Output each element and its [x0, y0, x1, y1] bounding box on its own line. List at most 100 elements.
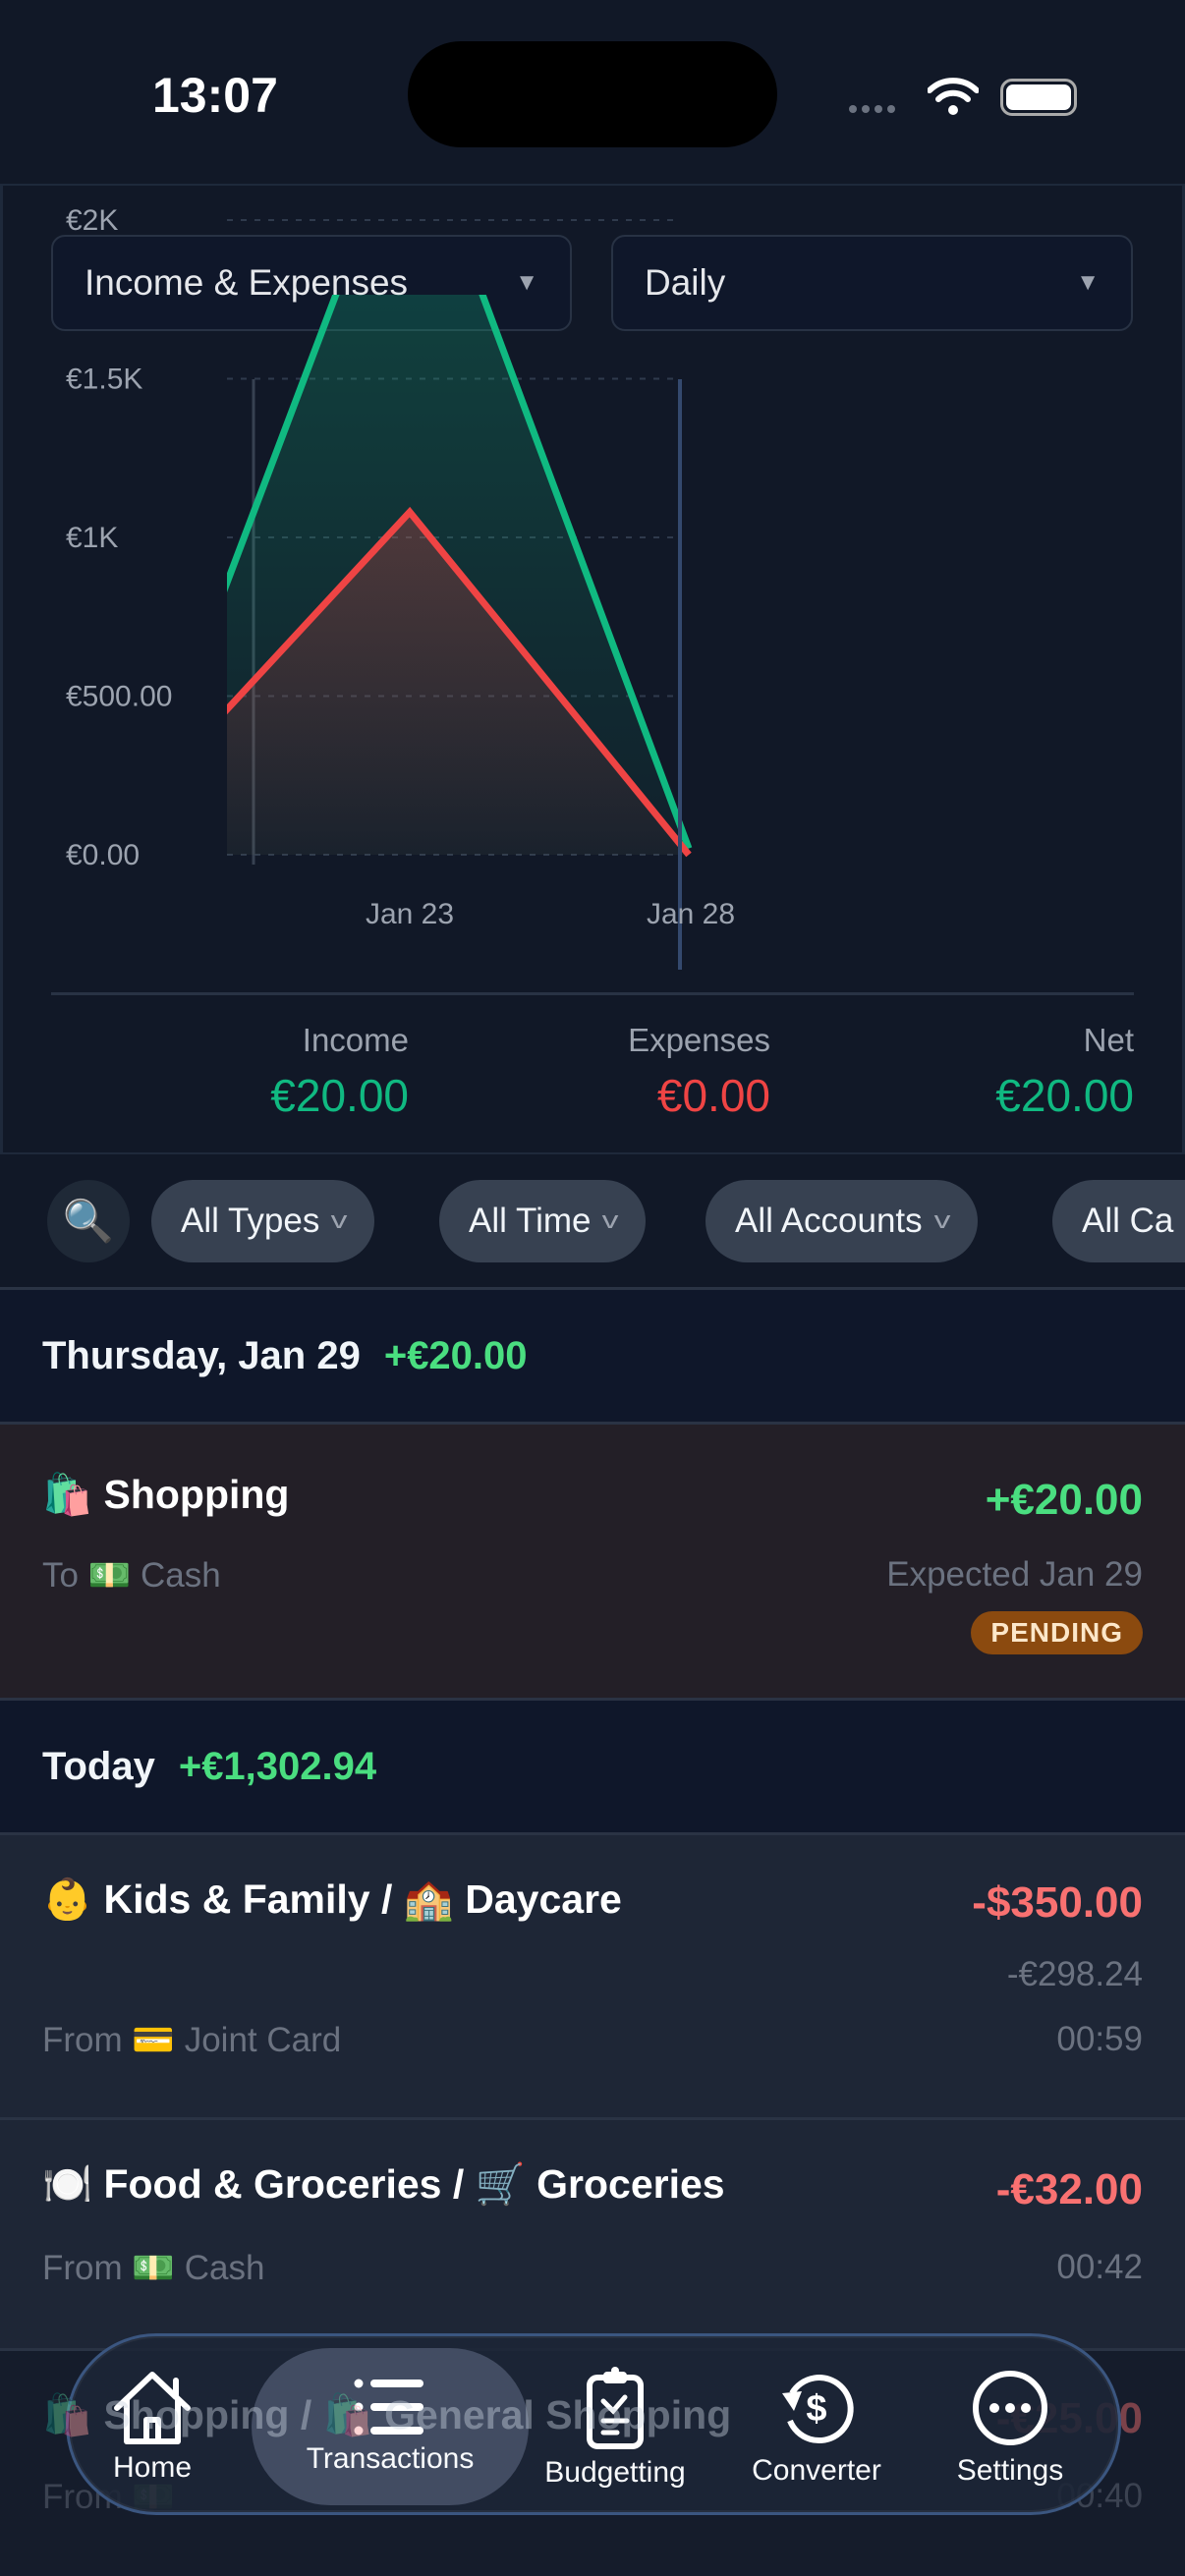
search-button[interactable]: 🔍 [47, 1180, 130, 1262]
divider [0, 1832, 1185, 1835]
tab-settings[interactable]: Settings [931, 2336, 1089, 2518]
transaction-title: Shopping [103, 1472, 290, 1517]
period-dropdown-label: Daily [645, 262, 726, 303]
transaction-time: 00:59 [1056, 2020, 1143, 2058]
chart-divider [51, 992, 1134, 995]
divider [0, 1422, 1185, 1425]
currency-exchange-icon: $ [782, 2374, 854, 2443]
tab-label: Home [112, 2450, 193, 2484]
shopping-cart-icon: 🛒 [475, 2161, 526, 2207]
baby-icon: 👶 [42, 1876, 93, 1922]
account-name: Cash [141, 1556, 221, 1595]
expenses-line [227, 506, 692, 858]
date-header: Thursday, Jan 29 +€20.00 [0, 1290, 1185, 1423]
category-name: Shopping / [103, 2392, 323, 2437]
tab-label: Transactions [306, 2442, 475, 2475]
divider [0, 2117, 1185, 2120]
chip-label: All Types [181, 1202, 320, 1240]
date-total: +€1,302.94 [178, 1745, 377, 1788]
subcategory-name: Daycare [465, 1876, 622, 1922]
caret-down-icon: ▼ [1076, 269, 1100, 296]
credit-card-icon: 💳 [132, 2021, 175, 2059]
status-time: 13:07 [152, 68, 278, 123]
battery-icon [1000, 79, 1077, 116]
category-name: Kids & Family / [103, 1876, 404, 1922]
category-name: Food & Groceries / [103, 2161, 476, 2207]
cash-icon: 💵 [132, 2249, 175, 2287]
y-tick-label: €1K [66, 522, 118, 554]
transaction-row[interactable]: 🛍️ Shopping +€20.00 To 💵 Cash Expected J… [0, 1425, 1185, 1699]
subcategory-name: General Shopping [384, 2392, 732, 2437]
filter-accounts[interactable]: All Accounts v [705, 1180, 978, 1262]
date-label: Thursday, Jan 29 [42, 1334, 361, 1377]
shopping-bags-icon: 🛍️ [42, 2392, 93, 2437]
chip-label: All Accounts [735, 1202, 923, 1240]
shopping-bags-icon: 🛍️ [322, 2392, 373, 2437]
metric-dropdown[interactable]: Income & Expenses ▼ [51, 235, 572, 331]
period-dropdown[interactable]: Daily ▼ [611, 235, 1133, 331]
svg-text:$: $ [806, 2388, 826, 2430]
plot-area [227, 295, 693, 858]
cellular-signal-icon [849, 105, 895, 113]
expenses-value: €0.00 [656, 1070, 770, 1121]
y-tick-label: €1.5K [66, 364, 142, 396]
list-icon [354, 2379, 423, 2436]
school-icon: 🏫 [403, 1876, 454, 1922]
clipboard-check-icon [587, 2366, 644, 2449]
chip-label: All Ca [1082, 1202, 1174, 1240]
dynamic-island [408, 41, 777, 147]
transaction-time: 00:42 [1056, 2248, 1143, 2286]
x-tick-label: Jan 28 [647, 898, 735, 930]
transaction-title-through-tabbar: 🛍️ Shopping / 🛍️ General Shopping [42, 2392, 731, 2439]
divider [0, 1287, 1185, 1290]
ellipsis-circle-icon [973, 2370, 1047, 2445]
tab-budgetting[interactable]: Budgetting [531, 2336, 700, 2518]
direction-label: To [42, 1556, 79, 1595]
magnifying-glass-icon: 🔍 [62, 1197, 115, 1244]
account-name: Cash [184, 2249, 265, 2287]
date-total: +€20.00 [383, 1334, 528, 1377]
transaction-amount: +€20.00 [985, 1476, 1143, 1524]
y-tick-label: €500.00 [66, 681, 172, 713]
expenses-label: Expenses [628, 1022, 770, 1058]
expenses-area [227, 512, 689, 855]
tab-converter[interactable]: $ Converter [737, 2336, 896, 2518]
direction-label: From [42, 2249, 123, 2287]
filter-categories[interactable]: All Ca [1052, 1180, 1185, 1262]
tab-label: Settings [956, 2453, 1064, 2487]
net-label: Net [1083, 1022, 1134, 1058]
transaction-row[interactable]: 👶 Kids & Family / 🏫 Daycare -$350.00 -€2… [0, 1835, 1185, 2117]
x-tick-label: Jan 23 [366, 898, 454, 930]
income-label: Income [302, 1022, 409, 1058]
tab-home[interactable]: Home [88, 2336, 216, 2518]
date-label: Today [42, 1745, 155, 1788]
net-value: €20.00 [995, 1070, 1134, 1121]
shopping-bags-icon: 🛍️ [42, 1472, 93, 1517]
filter-types[interactable]: All Types v [151, 1180, 375, 1262]
pending-badge: PENDING [971, 1611, 1143, 1654]
transaction-amount: -€32.00 [995, 2165, 1143, 2213]
tab-transactions[interactable]: Transactions [252, 2348, 529, 2505]
caret-down-icon: ▼ [515, 269, 538, 296]
cash-icon: 💵 [87, 1556, 132, 1595]
income-value: €20.00 [270, 1070, 409, 1121]
subcategory-name: Groceries [536, 2161, 725, 2207]
y-tick-label: €2K [66, 204, 118, 237]
date-header: Today +€1,302.94 [0, 1701, 1185, 1833]
y-tick-label: €0.00 [66, 839, 140, 871]
tab-bar: Home Transactions Budgetting $ Converter… [66, 2333, 1121, 2515]
chevron-down-icon: v [330, 1207, 348, 1234]
converted-amount: -€298.24 [1006, 1955, 1143, 1993]
chevron-down-icon: v [602, 1207, 619, 1234]
direction-label: From [42, 2021, 123, 2059]
house-icon [114, 2371, 191, 2444]
account-name: Joint Card [184, 2021, 342, 2059]
income-expenses-chart[interactable]: €0.00 €500.00 €1K €1.5K €2K Jan 23 Jan 28 [0, 0, 1185, 992]
filter-time[interactable]: All Time v [439, 1180, 647, 1262]
transaction-row[interactable]: 🍽️ Food & Groceries / 🛒 Groceries -€32.0… [0, 2120, 1185, 2348]
chip-label: All Time [469, 1202, 592, 1240]
expected-date: Expected Jan 29 [886, 1555, 1143, 1594]
divider [0, 1698, 1185, 1701]
plate-cutlery-icon: 🍽️ [42, 2161, 93, 2207]
tab-label: Budgetting [544, 2455, 686, 2489]
